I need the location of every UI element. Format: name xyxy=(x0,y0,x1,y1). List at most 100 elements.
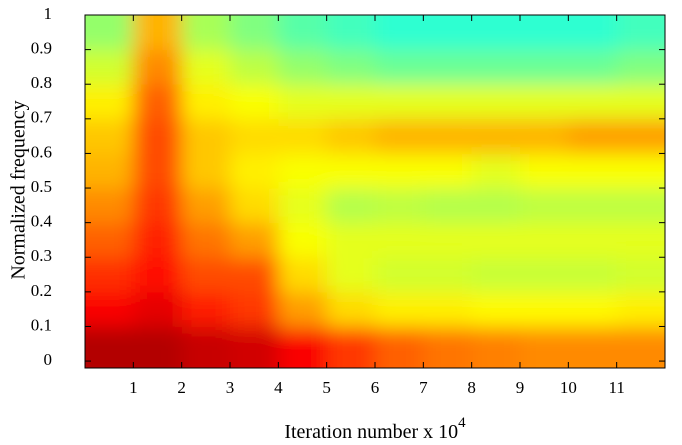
heatmap-cell xyxy=(471,84,521,120)
heatmap-cell xyxy=(85,15,134,51)
heatmap-cell xyxy=(423,222,473,258)
heatmap-cell xyxy=(133,188,183,224)
heatmap-cell xyxy=(85,257,134,293)
heatmap-cell xyxy=(181,291,231,327)
heatmap-cell xyxy=(181,222,231,258)
heatmap-cell xyxy=(278,222,328,258)
heatmap-cell xyxy=(616,326,665,368)
heatmap-cell xyxy=(375,49,424,85)
heatmap xyxy=(85,15,665,368)
y-tick-label: 0.2 xyxy=(31,281,52,300)
heatmap-cell xyxy=(423,153,473,189)
heatmap-cell xyxy=(520,15,569,51)
heatmap-cell xyxy=(471,222,521,258)
heatmap-cell xyxy=(471,326,521,368)
heatmap-cell xyxy=(375,222,424,258)
heatmap-cell xyxy=(326,49,376,85)
heatmap-cell xyxy=(520,49,569,85)
heatmap-cell xyxy=(230,84,279,120)
heatmap-cell xyxy=(568,84,618,120)
heatmap-cell xyxy=(568,257,618,293)
heatmap-cell xyxy=(375,326,424,368)
heatmap-cell xyxy=(616,153,665,189)
heatmap-cell xyxy=(230,188,279,224)
heatmap-cell xyxy=(423,118,473,154)
heatmap-cell xyxy=(423,49,473,85)
y-tick-label: 0.9 xyxy=(31,39,52,58)
y-tick-label: 0.1 xyxy=(31,315,52,334)
heatmap-cell xyxy=(423,84,473,120)
heatmap-cell xyxy=(133,118,183,154)
y-tick-label: 0.7 xyxy=(31,108,53,127)
heatmap-cell xyxy=(471,257,521,293)
heatmap-cell xyxy=(230,222,279,258)
heatmap-cell xyxy=(471,153,521,189)
y-tick-label: 0.3 xyxy=(31,246,52,265)
heatmap-cell xyxy=(568,291,618,327)
x-tick-label: 6 xyxy=(371,378,380,397)
heatmap-cell xyxy=(230,153,279,189)
heatmap-cell xyxy=(520,153,569,189)
heatmap-cell xyxy=(423,257,473,293)
heatmap-cell xyxy=(520,257,569,293)
heatmap-cell xyxy=(326,153,376,189)
heatmap-cell xyxy=(278,291,328,327)
heatmap-cell xyxy=(230,291,279,327)
heatmap-cell xyxy=(520,188,569,224)
heatmap-cell xyxy=(520,326,569,368)
heatmap-cell xyxy=(133,153,183,189)
heatmap-cell xyxy=(278,188,328,224)
heatmap-cell xyxy=(471,118,521,154)
heatmap-cell xyxy=(133,222,183,258)
heatmap-cell xyxy=(133,257,183,293)
heatmap-cell xyxy=(181,326,231,368)
heatmap-cell xyxy=(568,118,618,154)
heatmap-cell xyxy=(616,291,665,327)
heatmap-cell xyxy=(278,153,328,189)
x-tick-label: 7 xyxy=(419,378,428,397)
x-tick-label: 3 xyxy=(226,378,235,397)
heatmap-cell xyxy=(133,49,183,85)
heatmap-cell xyxy=(568,15,618,51)
heatmap-cell xyxy=(326,188,376,224)
y-tick-label: 0 xyxy=(44,350,53,369)
heatmap-cell xyxy=(181,153,231,189)
heatmap-cell xyxy=(616,188,665,224)
heatmap-cell xyxy=(568,153,618,189)
heatmap-cell xyxy=(181,15,231,51)
x-axis-label-text: Iteration number x 10 xyxy=(284,421,458,443)
heatmap-cells xyxy=(85,15,665,368)
heatmap-cell xyxy=(423,15,473,51)
heatmap-cell xyxy=(85,49,134,85)
heatmap-cell xyxy=(616,222,665,258)
heatmap-cell xyxy=(133,291,183,327)
heatmap-cell xyxy=(181,188,231,224)
x-axis-label-exponent: 4 xyxy=(458,415,466,431)
heatmap-cell xyxy=(85,188,134,224)
heatmap-cell xyxy=(85,326,134,368)
x-tick-label: 4 xyxy=(274,378,283,397)
heatmap-cell xyxy=(230,49,279,85)
y-tick-label: 1 xyxy=(44,4,53,23)
x-tick-label: 9 xyxy=(516,378,525,397)
y-tick-label: 0.4 xyxy=(31,212,53,231)
x-axis-label: Iteration number x 104 xyxy=(284,415,466,442)
heatmap-cell xyxy=(375,84,424,120)
x-tick-label: 1 xyxy=(129,378,138,397)
heatmap-cell xyxy=(568,49,618,85)
heatmap-cell xyxy=(85,153,134,189)
heatmap-cell xyxy=(375,15,424,51)
heatmap-cell xyxy=(616,49,665,85)
heatmap-cell xyxy=(375,188,424,224)
heatmap-cell xyxy=(326,84,376,120)
heatmap-cell xyxy=(133,326,183,368)
heatmap-cell xyxy=(181,49,231,85)
heatmap-cell xyxy=(181,118,231,154)
heatmap-cell xyxy=(520,118,569,154)
heatmap-cell xyxy=(326,257,376,293)
heatmap-cell xyxy=(423,188,473,224)
heatmap-cell xyxy=(278,15,328,51)
x-tick-label: 10 xyxy=(560,378,577,397)
heatmap-cell xyxy=(85,84,134,120)
y-tick-label: 0.5 xyxy=(31,177,52,196)
